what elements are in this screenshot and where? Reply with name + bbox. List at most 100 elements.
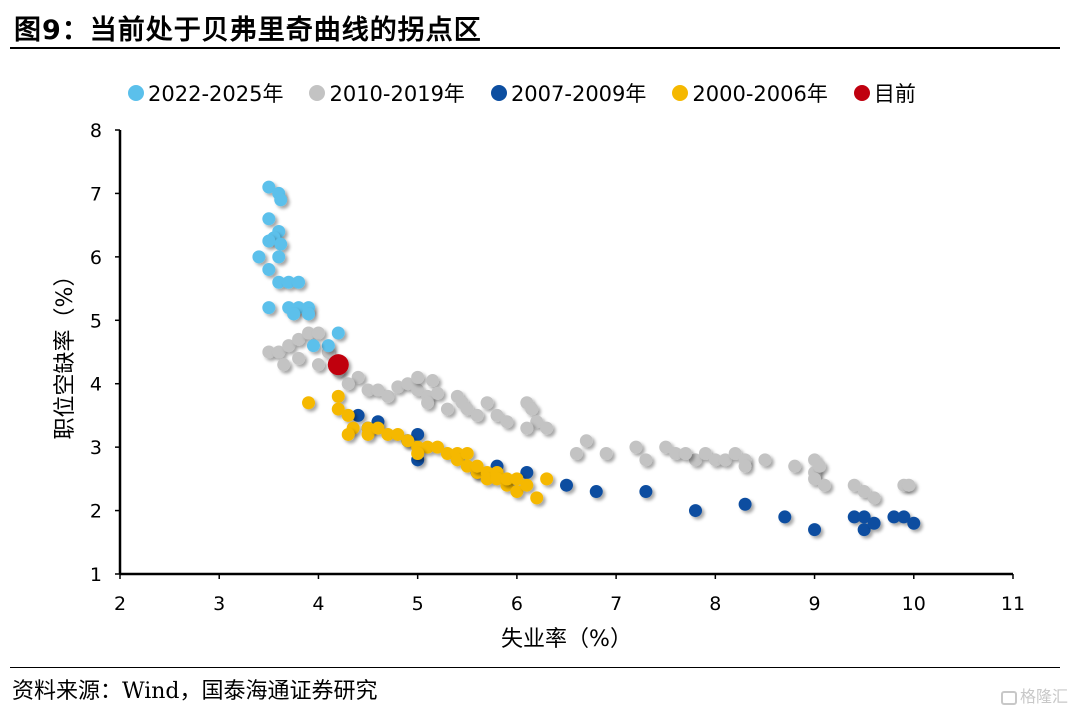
source-note: 资料来源：Wind，国泰海通证券研究 <box>12 679 378 704</box>
data-point <box>907 516 921 530</box>
data-point <box>808 523 822 537</box>
data-point <box>292 275 306 289</box>
data-point <box>579 434 593 448</box>
data-point <box>351 408 365 422</box>
data-point <box>708 453 722 467</box>
chart-legend: 2022-2025年 2010-2019年 2007-2009年 2000-20… <box>128 78 942 108</box>
y-tick-label: 2 <box>90 501 102 523</box>
data-point <box>292 332 306 346</box>
data-point <box>500 415 514 429</box>
x-tick-label: 9 <box>809 593 821 615</box>
data-point <box>669 446 683 460</box>
data-point <box>639 485 653 499</box>
legend-label: 目前 <box>873 82 916 106</box>
x-tick-label: 5 <box>412 593 424 615</box>
data-point <box>887 510 901 524</box>
data-point <box>262 263 276 277</box>
data-point <box>302 326 316 340</box>
y-tick-label: 8 <box>90 120 102 142</box>
legend-item-2000-2006: 2000-2006年 <box>672 78 828 108</box>
y-axis-label: 职位空缺率（%） <box>53 265 78 440</box>
data-point <box>351 370 365 384</box>
x-tick-label: 7 <box>610 593 622 615</box>
data-point <box>302 396 316 410</box>
data-point <box>381 427 395 441</box>
legend-item-current: 目前 <box>853 78 916 108</box>
data-point <box>629 440 643 454</box>
data-point <box>341 427 355 441</box>
data-point <box>371 421 385 435</box>
x-tick-label: 6 <box>511 593 523 615</box>
data-point <box>788 459 802 473</box>
data-point <box>274 193 288 207</box>
data-point <box>277 358 291 372</box>
x-tick-label: 4 <box>312 593 324 615</box>
data-point <box>341 377 355 391</box>
data-point <box>902 478 916 492</box>
data-point <box>718 453 732 467</box>
data-point <box>857 523 871 537</box>
data-point <box>274 237 288 251</box>
data-point <box>847 478 861 492</box>
data-point <box>490 472 504 486</box>
data-point <box>688 504 702 518</box>
data-point <box>421 440 435 454</box>
data-point <box>470 459 484 473</box>
data-point <box>361 383 375 397</box>
data-point <box>897 510 911 524</box>
watermark: 格隆汇 <box>1000 683 1068 707</box>
data-point <box>520 421 534 435</box>
chart-title: 图9：当前处于贝弗里奇曲线的拐点区 <box>14 15 482 46</box>
data-point <box>272 250 286 264</box>
data-point <box>460 459 474 473</box>
data-point <box>758 453 772 467</box>
data-point <box>321 339 335 353</box>
data-point <box>540 421 554 435</box>
data-point <box>411 370 425 384</box>
data-point <box>530 491 544 505</box>
data-point <box>381 389 395 403</box>
data-point <box>421 396 435 410</box>
x-axis-label: 失业率（%） <box>501 627 632 652</box>
legend-item-2007-2009: 2007-2009年 <box>490 78 646 108</box>
data-point <box>520 478 534 492</box>
data-point <box>282 275 296 289</box>
legend-label: 2010-2019年 <box>329 82 465 106</box>
data-point <box>520 466 534 480</box>
data-point <box>411 427 425 441</box>
x-tick-label: 10 <box>902 593 926 615</box>
data-point <box>867 516 881 530</box>
watermark-text: 格隆汇 <box>1019 687 1068 706</box>
legend-marker <box>128 85 144 101</box>
data-point <box>331 402 345 416</box>
data-point <box>480 472 494 486</box>
top-rule <box>10 47 1060 49</box>
data-point <box>738 459 752 473</box>
data-point <box>480 396 494 410</box>
legend-marker <box>672 85 689 101</box>
legend-item-2022-2025: 2022-2025年 <box>128 78 283 108</box>
data-point <box>639 453 653 467</box>
legend-label: 2000-2006年 <box>692 82 828 106</box>
data-point <box>659 440 673 454</box>
data-point <box>460 402 474 416</box>
data-point <box>371 383 385 397</box>
data-point <box>530 415 544 429</box>
data-point <box>292 351 306 365</box>
y-tick-label: 1 <box>90 564 102 586</box>
data-point <box>440 446 454 460</box>
data-point <box>589 485 603 499</box>
y-tick-label: 7 <box>90 183 102 205</box>
data-point <box>361 427 375 441</box>
data-point <box>262 180 276 194</box>
data-point <box>470 408 484 422</box>
data-point <box>510 485 524 499</box>
data-point <box>679 446 693 460</box>
bottom-rule <box>10 667 1060 668</box>
y-tick-label: 3 <box>90 437 102 459</box>
data-point <box>808 472 822 486</box>
data-point <box>817 478 831 492</box>
data-point <box>262 345 276 359</box>
x-tick-label: 11 <box>1001 593 1025 615</box>
